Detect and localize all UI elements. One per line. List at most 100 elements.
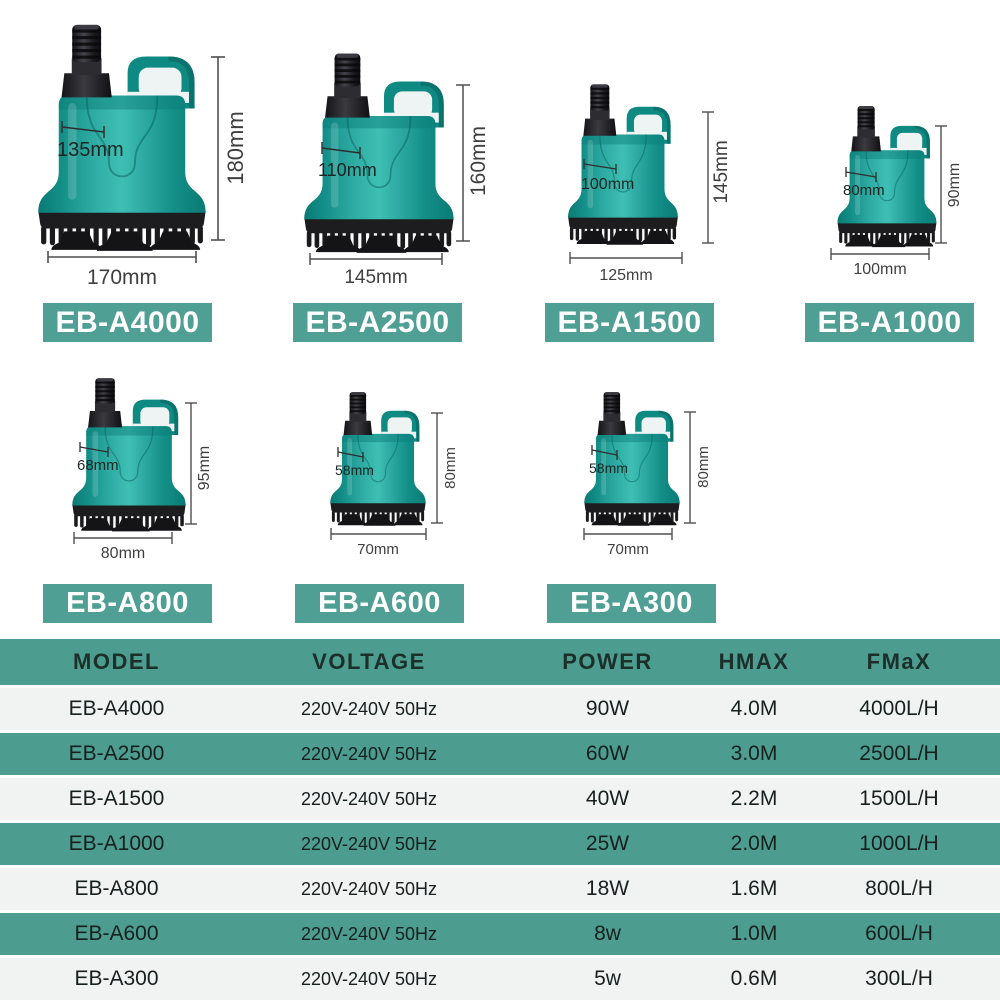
cell-fmax: 4000L/H [859, 697, 939, 720]
model-label-eb-a1000: EB-A1000 [805, 303, 974, 342]
model-label-eb-a1500: EB-A1500 [545, 303, 714, 342]
cell-hmax: 1.6M [730, 877, 778, 900]
cell-power: 40W [585, 787, 630, 810]
cell-hmax: 2.0M [730, 832, 778, 855]
cell-hmax: 3.0M [730, 742, 778, 765]
cell-model: EB-A4000 [68, 697, 165, 720]
specification-table: MODEL VOLTAGE POWER HMAX FMaX EB-A4000 2… [0, 639, 1000, 1000]
cell-model: EB-A300 [74, 967, 159, 990]
cell-power: 5w [594, 967, 621, 990]
cell-fmax: 800L/H [865, 877, 933, 900]
cell-hmax: 0.6M [730, 967, 778, 990]
model-label-eb-a4000: EB-A4000 [43, 303, 212, 342]
cell-model: EB-A2500 [68, 742, 165, 765]
table-row: EB-A2500 220V-240V 50Hz 60W 3.0M 2500L/H [0, 730, 1000, 775]
base-width-dimension-line [73, 532, 173, 544]
cell-fmax: 300L/H [865, 967, 933, 990]
table-header-row: MODEL VOLTAGE POWER HMAX FMaX [0, 639, 1000, 685]
cell-hmax: 4.0M [730, 697, 778, 720]
height-label: 160mm [467, 126, 490, 196]
base-width-label: 145mm [344, 267, 407, 288]
height-label: 80mm [442, 447, 459, 489]
top-width-label: 110mm [318, 160, 377, 180]
top-width-dimension-line [591, 445, 618, 460]
top-width-label: 80mm [843, 182, 885, 199]
height-label: 95mm [196, 446, 213, 490]
height-dimension-line [456, 84, 470, 242]
top-width-label: 100mm [581, 176, 634, 193]
top-width-dimension-line [61, 121, 105, 138]
height-label: 180mm [223, 111, 248, 184]
table-row: EB-A1500 220V-240V 50Hz 40W 2.2M 1500L/H [0, 775, 1000, 820]
base-width-dimension-line [309, 253, 443, 265]
model-label-eb-a600: EB-A600 [295, 584, 464, 623]
height-dimension-line [431, 412, 443, 524]
cell-voltage: 220V-240V 50Hz [300, 833, 438, 854]
base-width-dimension-line [583, 528, 673, 540]
cell-voltage: 220V-240V 50Hz [300, 698, 438, 719]
base-width-label: 100mm [853, 261, 906, 278]
table-row: EB-A1000 220V-240V 50Hz 25W 2.0M 1000L/H [0, 820, 1000, 865]
cell-power: 60W [585, 742, 630, 765]
cell-power: 25W [585, 832, 630, 855]
cell-model: EB-A800 [74, 877, 159, 900]
cell-fmax: 1000L/H [859, 832, 939, 855]
top-width-dimension-line [321, 142, 361, 159]
base-width-dimension-line [569, 252, 683, 264]
cell-voltage: 220V-240V 50Hz [300, 743, 438, 764]
model-label-eb-a2500: EB-A2500 [293, 303, 462, 342]
model-label-eb-a300: EB-A300 [547, 584, 716, 623]
top-width-dimension-line [337, 447, 364, 462]
table-row: EB-A600 220V-240V 50Hz 8w 1.0M 600L/H [0, 910, 1000, 955]
base-width-label: 70mm [357, 541, 399, 558]
top-width-label: 58mm [589, 460, 628, 476]
top-width-dimension-line [79, 442, 109, 457]
cell-fmax: 1500L/H [859, 787, 939, 810]
header-hmax: HMAX [718, 649, 790, 674]
pump-figure-eb-a800: 68mm 95mm 80mm [71, 377, 213, 562]
cell-model: EB-A1500 [68, 787, 165, 810]
table-row: EB-A800 220V-240V 50Hz 18W 1.6M 800L/H [0, 865, 1000, 910]
top-width-label: 58mm [335, 462, 374, 478]
base-width-label: 170mm [87, 266, 157, 289]
cell-model: EB-A600 [74, 922, 159, 945]
cell-power: 90W [585, 697, 630, 720]
pump-figure-eb-a4000: 135mm 180mm 170mm [37, 23, 248, 289]
height-dimension-line [185, 402, 197, 525]
pump-figure-eb-a600: 58mm 80mm 70mm [329, 391, 459, 558]
height-label: 145mm [711, 140, 732, 203]
base-width-dimension-line [330, 528, 427, 540]
base-width-label: 125mm [599, 267, 652, 284]
height-dimension-line [702, 111, 714, 244]
height-label: 90mm [946, 163, 963, 207]
cell-voltage: 220V-240V 50Hz [300, 788, 438, 809]
header-voltage: VOLTAGE [312, 649, 426, 674]
top-width-label: 68mm [77, 457, 119, 474]
base-width-dimension-line [830, 248, 930, 260]
cell-voltage: 220V-240V 50Hz [300, 878, 438, 899]
pump-figure-eb-a1000: 80mm 90mm 100mm [830, 105, 963, 278]
pump-figure-eb-a2500: 110mm 160mm 145mm [303, 52, 490, 288]
table-row: EB-A4000 220V-240V 50Hz 90W 4.0M 4000L/H [0, 685, 1000, 730]
height-dimension-line [684, 411, 696, 524]
top-width-dimension-line [583, 159, 617, 174]
base-width-label: 70mm [607, 541, 649, 558]
cell-voltage: 220V-240V 50Hz [300, 923, 438, 944]
height-dimension-line [935, 125, 947, 244]
cell-power: 8w [594, 922, 621, 945]
table-row: EB-A300 220V-240V 50Hz 5w 0.6M 300L/H [0, 955, 1000, 1000]
cell-model: EB-A1000 [68, 832, 165, 855]
header-power: POWER [562, 649, 653, 674]
cell-hmax: 1.0M [730, 922, 778, 945]
pump-figure-eb-a300: 58mm 80mm 70mm [583, 391, 712, 558]
top-width-label: 135mm [57, 139, 124, 161]
base-width-dimension-line [47, 251, 197, 263]
cell-voltage: 220V-240V 50Hz [300, 968, 438, 989]
cell-fmax: 600L/H [865, 922, 933, 945]
pump-figure-eb-a1500: 100mm 145mm 125mm [567, 83, 732, 284]
header-fmax: FMaX [866, 649, 932, 674]
model-label-eb-a800: EB-A800 [43, 584, 212, 623]
cell-hmax: 2.2M [730, 787, 778, 810]
height-label: 80mm [695, 446, 712, 488]
